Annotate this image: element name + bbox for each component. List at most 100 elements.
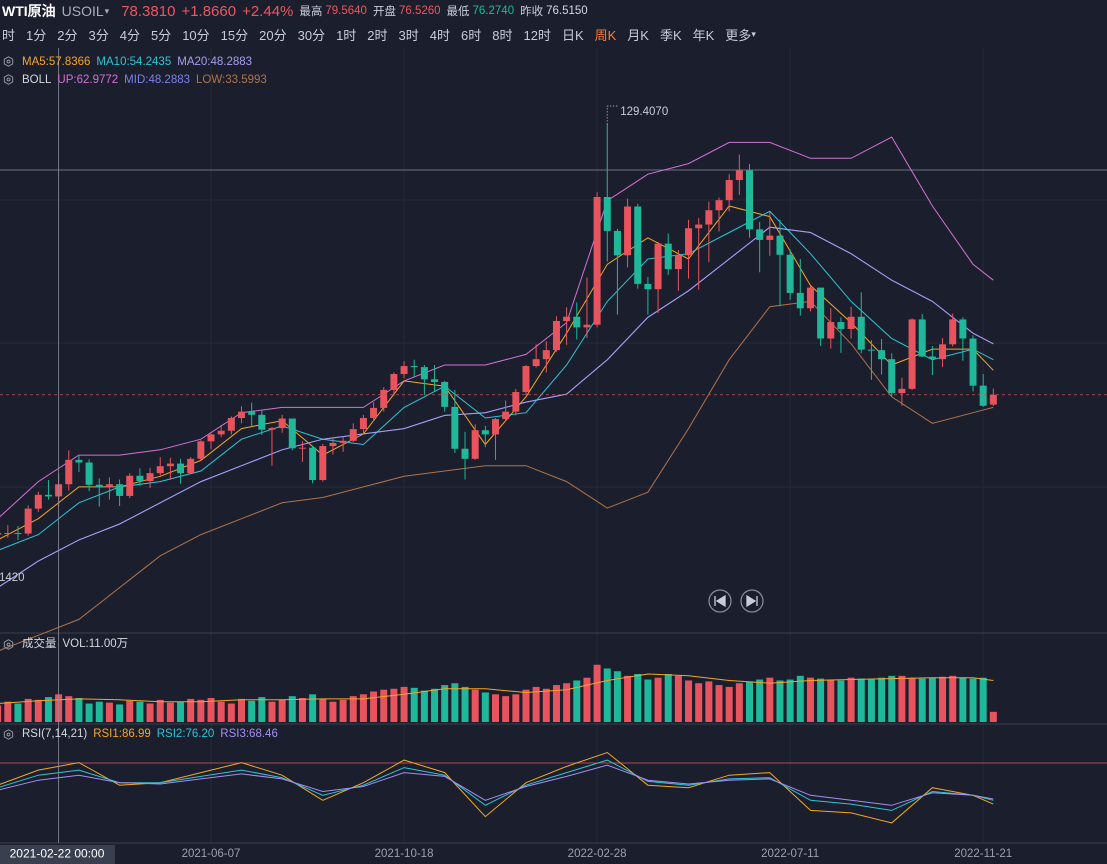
timeframe-option[interactable]: 1分 (26, 27, 47, 43)
timeframe-option[interactable]: 5分 (150, 27, 172, 43)
legend-entry: MA10:54.2435 (96, 56, 172, 68)
legend-entry: LOW:33.5993 (196, 74, 267, 86)
timeframe-option[interactable]: 年K (692, 27, 715, 43)
candle-body (156, 466, 164, 474)
boll-line (0, 226, 994, 587)
candle-body (146, 473, 154, 482)
ma-line (0, 210, 994, 551)
settings-icon[interactable] (3, 639, 14, 650)
candle-body (431, 379, 439, 382)
candle-body (857, 316, 865, 350)
candle-body (715, 200, 723, 211)
price-change: +1.8660 (181, 2, 237, 20)
legend-entry: MA20:48.2883 (177, 56, 253, 68)
volume-bar (613, 671, 621, 722)
volume-bar (461, 686, 469, 722)
volume-bar (583, 677, 591, 722)
timeframe-option[interactable]: 2分 (57, 27, 78, 43)
settings-icon[interactable] (3, 56, 14, 67)
candle-body (34, 494, 42, 509)
legend-entry: RSI3:68.46 (220, 728, 278, 740)
stat-value: 76.2740 (472, 5, 515, 17)
candle-body (542, 350, 550, 360)
timeframe-option[interactable]: 1时 (336, 27, 357, 43)
timeframe-option[interactable]: 时 (2, 27, 16, 43)
candle-body (400, 366, 408, 375)
volume-bar (989, 711, 997, 722)
price-label: 1420 (0, 572, 25, 584)
timeframe-option[interactable]: 4时 (429, 27, 450, 43)
timeframe-option[interactable]: 更多 (725, 27, 752, 43)
candle-body (420, 367, 428, 380)
timeframe-option[interactable]: 2时 (367, 27, 388, 43)
candle-body (461, 448, 469, 459)
timeframe-option[interactable]: 30分 (297, 27, 326, 43)
timeframe-option[interactable]: 8时 (492, 27, 513, 43)
symbol-selector[interactable]: USOIL (61, 3, 104, 19)
volume-bar (116, 704, 124, 722)
volume-bar (542, 688, 550, 722)
candle-body (898, 388, 906, 394)
timeframe-option[interactable]: 日K (561, 27, 584, 43)
timeframe-option[interactable]: 季K (659, 27, 682, 43)
candle-body (918, 319, 926, 357)
candle-body (75, 459, 83, 463)
button-ring[interactable] (708, 589, 732, 613)
candle-body (24, 508, 32, 534)
volume-bar (786, 679, 794, 722)
timeframe-option[interactable]: 20分 (259, 27, 287, 43)
button-ring[interactable] (740, 589, 764, 613)
volume-bar (14, 703, 22, 722)
candle-body (471, 430, 479, 459)
volume-bar (197, 699, 205, 722)
timeframe-option[interactable]: 12时 (523, 27, 551, 43)
candle-body (806, 287, 814, 309)
volume-bar (177, 701, 185, 722)
candle-body (268, 428, 276, 430)
ma-line (0, 226, 994, 587)
candle-body (969, 338, 977, 386)
timeframe-option[interactable]: 10分 (182, 27, 210, 43)
hex-outline (3, 56, 14, 67)
timeframe-option[interactable]: 月K (627, 27, 649, 43)
volume-bar (24, 698, 32, 722)
timeframe-option[interactable]: 4分 (119, 27, 140, 43)
volume-bar (268, 701, 276, 722)
candle-body (959, 319, 967, 339)
candle-body (532, 359, 540, 367)
volume-bar (766, 677, 774, 722)
settings-icon[interactable] (3, 729, 14, 740)
timeframe-option[interactable]: 15分 (220, 27, 249, 43)
stat-label: 昨收 (520, 6, 544, 18)
next-icon[interactable] (746, 594, 758, 608)
hex-dot (6, 642, 11, 647)
candle-body (674, 255, 682, 270)
timeframe-option[interactable]: 6时 (461, 27, 482, 43)
candle-body (44, 494, 52, 497)
volume-bar (390, 688, 398, 722)
candle-body (248, 411, 256, 415)
volume-bar (685, 680, 693, 722)
cursor-label: 2021-02-22 00:00 (10, 847, 105, 861)
legend-title: 成交量 (22, 638, 57, 650)
replay-prev-button[interactable] (708, 589, 732, 613)
hex-outline (3, 729, 14, 740)
timeframe-option[interactable]: 3时 (398, 27, 419, 43)
dropdown-caret: ▾ (104, 5, 110, 16)
candle-body (522, 366, 530, 393)
timeframe-option[interactable]: 3分 (88, 27, 109, 43)
volume-bar (634, 674, 642, 722)
settings-icon[interactable] (3, 74, 14, 85)
legend-entry: MID:48.2883 (124, 74, 191, 86)
timeframe-option[interactable]: 周K (594, 27, 617, 43)
volume-bar (65, 696, 73, 722)
last-price: 78.3810 (121, 2, 176, 20)
candle-body (502, 411, 510, 420)
volume-bar (552, 685, 560, 722)
replay-next-button[interactable] (740, 589, 764, 613)
volume-bar (75, 698, 83, 722)
volume-bar (969, 678, 977, 722)
volume-bar (0, 705, 2, 722)
prev-icon[interactable] (714, 594, 726, 608)
volume-bar (44, 697, 52, 722)
